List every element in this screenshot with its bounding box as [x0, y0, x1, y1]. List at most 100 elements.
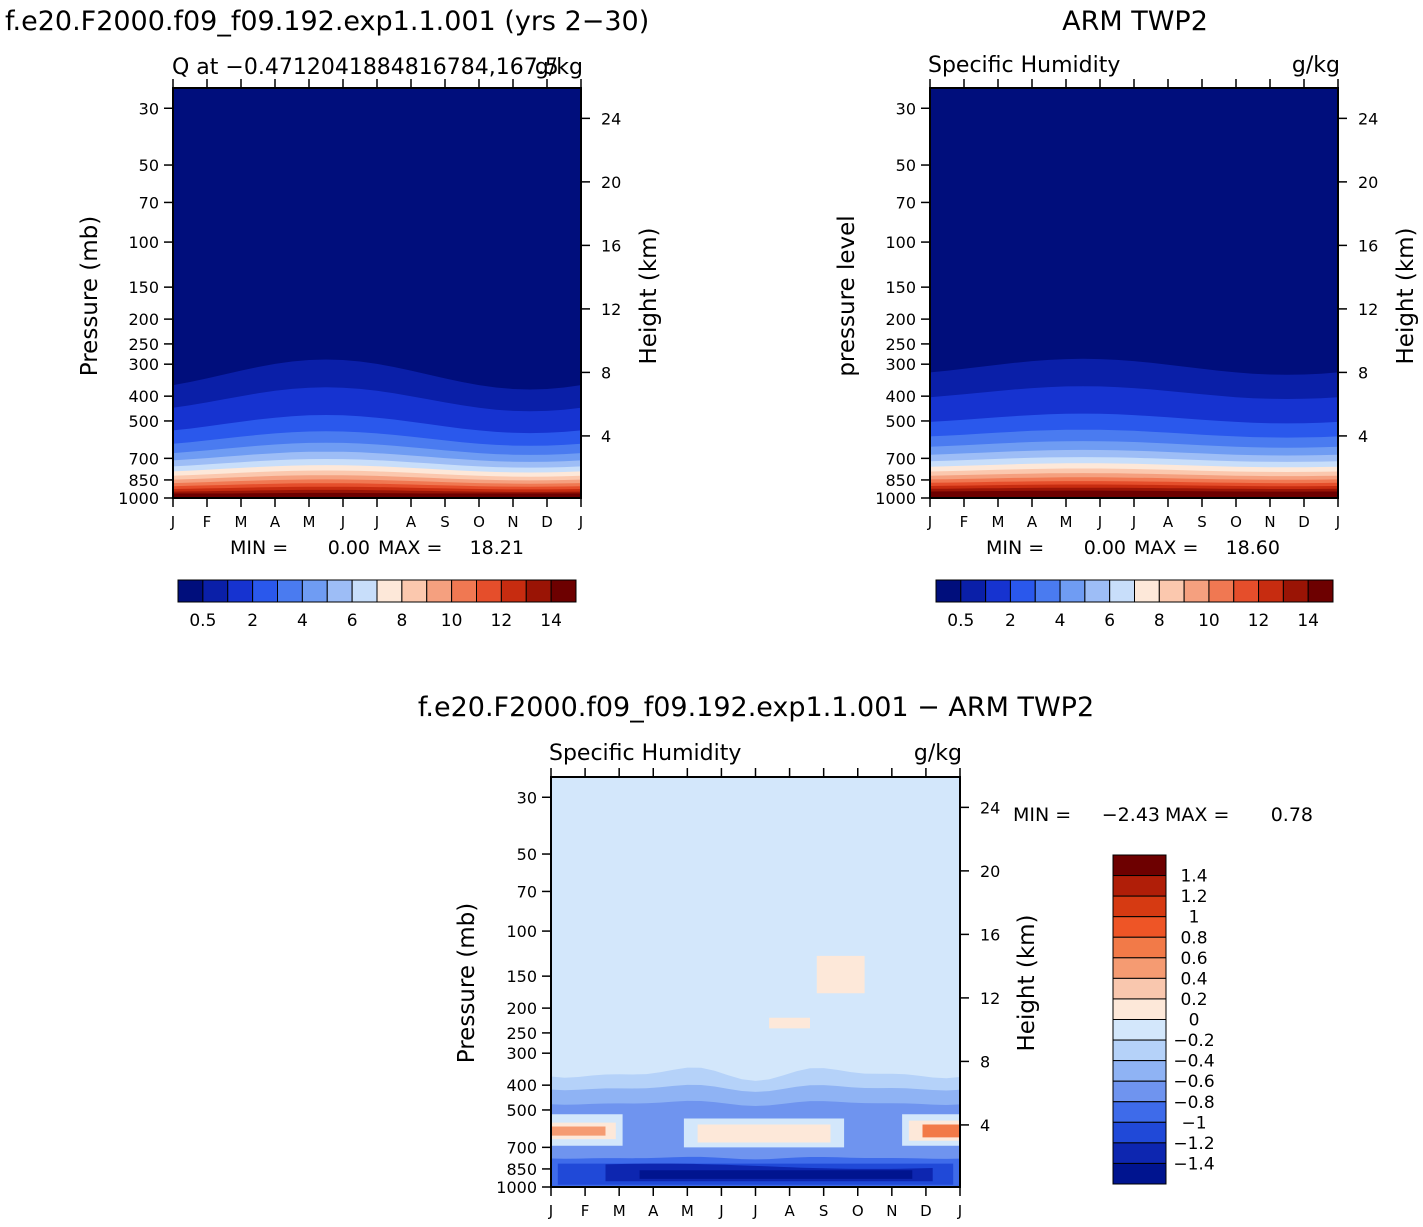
colorbar-swatch	[1307, 579, 1334, 603]
pressure-tick-label: 300	[885, 355, 916, 374]
month-tick-label: J	[170, 513, 175, 531]
height-tick-label: 20	[601, 173, 621, 192]
pressure-tick-label: 50	[139, 156, 159, 175]
height-tick-label: 4	[601, 427, 611, 446]
contour-band	[816, 955, 865, 994]
colorbar-swatch	[1112, 936, 1167, 959]
colorbar-tick-label: 0.5	[189, 611, 216, 631]
panel-model-subtitle-right: g/kg	[535, 55, 583, 80]
pressure-tick-label: 300	[128, 355, 159, 374]
colorbar-swatch	[1084, 579, 1111, 603]
colorbar-tick-label: 10	[441, 611, 463, 631]
panel-obs-min-label: MIN =	[986, 537, 1044, 559]
pressure-tick-label: 50	[517, 845, 537, 864]
panel-obs-plot	[930, 88, 1338, 498]
colorbar-swatch	[351, 579, 378, 603]
pressure-tick-label: 100	[128, 233, 159, 252]
month-tick-label: A	[270, 513, 281, 531]
pressure-tick-label: 30	[517, 788, 537, 807]
colorbar-tick-label: 6	[347, 611, 358, 631]
colorbar-tick-label: 8	[1154, 611, 1165, 631]
panel-diff-subtitle-right: g/kg	[914, 741, 962, 766]
panel-diff-colorbar: 1.41.210.80.60.40.20−0.2−0.4−0.6−0.8−1−1…	[1112, 854, 1215, 1185]
colorbar-tick-label: −1.2	[1173, 1134, 1214, 1154]
panel-model-subtitle-left: Q at −0.4712041884816784,167.5	[172, 55, 559, 80]
colorbar-tick-label: 12	[1248, 611, 1270, 631]
height-tick-label: 16	[1358, 236, 1378, 255]
pressure-tick-label: 850	[885, 471, 916, 490]
colorbar-swatch	[1112, 957, 1167, 979]
contour-band	[697, 1124, 831, 1143]
colorbar-swatch	[1183, 579, 1210, 603]
colorbar-tick-label: 4	[297, 611, 308, 631]
panel-model-max-label: MAX =	[378, 537, 442, 559]
colorbar-swatch	[1282, 579, 1309, 603]
panel-obs-max-label: MAX =	[1134, 537, 1198, 559]
panel-diff-left-axis-label: Pressure (mb)	[454, 903, 480, 1063]
month-tick-label: S	[440, 513, 450, 531]
colorbar-swatch	[1258, 579, 1284, 603]
month-tick-label: F	[203, 513, 212, 531]
colorbar-tick-label: 0.4	[1180, 969, 1207, 989]
colorbar-swatch	[1009, 579, 1036, 603]
contour-band	[769, 1017, 810, 1029]
panel-diff-max-label: MAX =	[1165, 804, 1229, 826]
month-tick-label: J	[578, 513, 583, 531]
month-tick-label: F	[960, 513, 969, 531]
height-tick-label: 24	[1358, 109, 1378, 128]
contour-band	[551, 1126, 606, 1136]
panel-model-left-axis-label: Pressure (mb)	[77, 216, 103, 376]
colorbar-tick-label: 14	[1297, 611, 1319, 631]
colorbar-tick-label: −0.8	[1173, 1093, 1214, 1113]
month-tick-label: J	[1131, 513, 1136, 531]
colorbar-swatch	[1112, 1101, 1167, 1123]
month-tick-label: J	[957, 1202, 962, 1220]
colorbar-swatch	[451, 579, 477, 603]
contour-band	[639, 1170, 913, 1179]
height-tick-label: 4	[980, 1116, 990, 1135]
pressure-tick-label: 30	[896, 99, 916, 118]
month-tick-label: N	[1264, 513, 1275, 531]
colorbar-swatch	[401, 579, 428, 603]
month-tick-label: J	[1097, 513, 1102, 531]
month-tick-label: J	[718, 1202, 723, 1220]
colorbar-tick-label: 0.8	[1180, 928, 1207, 948]
contour-band	[173, 493, 581, 498]
month-tick-label: J	[340, 513, 345, 531]
colorbar-swatch	[1112, 998, 1167, 1020]
panel-diff-max-value: 0.78	[1271, 804, 1313, 826]
panel-obs-subtitle-left: Specific Humidity	[928, 53, 1120, 78]
contour-band	[930, 493, 1338, 498]
month-tick-label: A	[648, 1202, 659, 1220]
colorbar-swatch	[960, 579, 987, 603]
month-tick-label: M	[681, 1202, 694, 1220]
pressure-tick-label: 70	[139, 193, 159, 212]
height-tick-label: 8	[980, 1052, 990, 1071]
colorbar-swatch	[476, 579, 502, 603]
pressure-tick-label: 1000	[496, 1178, 537, 1197]
pressure-tick-label: 1000	[875, 489, 916, 508]
height-tick-label: 16	[980, 925, 1000, 944]
colorbar-tick-label: −0.4	[1173, 1052, 1214, 1072]
height-tick-label: 8	[1358, 363, 1368, 382]
colorbar-swatch	[1208, 579, 1235, 603]
pressure-tick-label: 500	[506, 1101, 537, 1120]
month-tick-label: O	[852, 1202, 864, 1220]
colorbar-swatch	[1158, 579, 1185, 603]
panel-model-min-label: MIN =	[230, 537, 288, 559]
month-tick-label: J	[548, 1202, 553, 1220]
month-tick-label: S	[1197, 513, 1207, 531]
pressure-tick-label: 30	[139, 99, 159, 118]
colorbar-swatch	[426, 579, 453, 603]
colorbar-swatch	[500, 579, 527, 603]
colorbar-swatch	[326, 579, 353, 603]
panel-diff-min-label: MIN =	[1013, 804, 1071, 826]
colorbar-swatch	[301, 579, 328, 603]
colorbar-tick-label: −0.2	[1173, 1031, 1214, 1051]
month-tick-label: O	[1230, 513, 1242, 531]
pressure-tick-label: 700	[885, 449, 916, 468]
height-tick-label: 12	[1358, 300, 1378, 319]
colorbar-tick-label: 0.2	[1180, 990, 1207, 1010]
